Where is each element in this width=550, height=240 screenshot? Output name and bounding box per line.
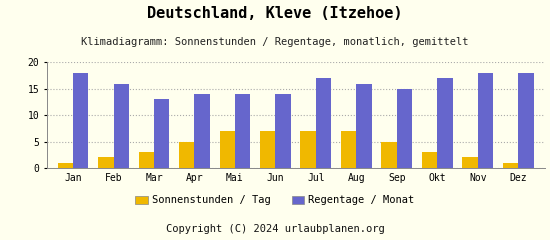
Bar [478, 73, 493, 168]
Legend: Sonnenstunden / Tag, Regentage / Monat: Sonnenstunden / Tag, Regentage / Monat [131, 191, 419, 210]
Bar [518, 73, 534, 168]
Bar [316, 78, 331, 168]
Bar [235, 94, 250, 168]
Text: Deutschland, Kleve (Itzehoe): Deutschland, Kleve (Itzehoe) [147, 6, 403, 21]
Bar [503, 163, 518, 168]
Bar [463, 157, 478, 168]
Text: Copyright (C) 2024 urlaubplanen.org: Copyright (C) 2024 urlaubplanen.org [166, 224, 384, 234]
Bar [397, 89, 412, 168]
Bar [276, 94, 291, 168]
Bar [139, 152, 154, 168]
Bar [437, 78, 453, 168]
Bar [300, 131, 316, 168]
Bar [422, 152, 437, 168]
Bar [260, 131, 276, 168]
Text: Klimadiagramm: Sonnenstunden / Regentage, monatlich, gemittelt: Klimadiagramm: Sonnenstunden / Regentage… [81, 37, 469, 47]
Bar [113, 84, 129, 168]
Bar [154, 99, 169, 168]
Bar [179, 142, 195, 168]
Bar [73, 73, 89, 168]
Bar [219, 131, 235, 168]
Bar [381, 142, 397, 168]
Bar [58, 163, 73, 168]
Bar [195, 94, 210, 168]
Bar [356, 84, 372, 168]
Bar [341, 131, 356, 168]
Bar [98, 157, 113, 168]
